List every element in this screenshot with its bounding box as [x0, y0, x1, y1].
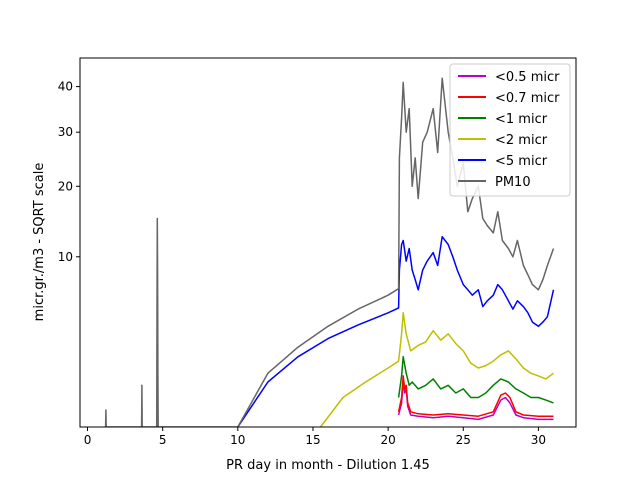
legend-label-4: <5 micr — [495, 154, 548, 169]
y-axis: 10 20 30 40 — [58, 80, 80, 264]
y-tick-label: 20 — [58, 179, 73, 193]
series-line-0 — [397, 381, 554, 421]
series-line-2 — [397, 356, 554, 404]
series-line-5 — [104, 77, 555, 427]
x-tick-label: 5 — [159, 433, 167, 447]
series-layer — [104, 77, 555, 427]
series-line-1 — [397, 375, 554, 417]
legend-label-3: <2 micr — [495, 133, 548, 148]
y-tick-label: 40 — [58, 80, 73, 94]
x-axis: 0 5 10 15 20 25 30 — [84, 427, 546, 447]
legend-label-2: <1 micr — [495, 112, 548, 127]
y-axis-label: micr.gr./m3 - SQRT scale — [32, 163, 47, 322]
series-line-3 — [319, 312, 554, 427]
x-tick-label: 15 — [305, 433, 320, 447]
plot-frame — [79, 57, 577, 428]
legend-label-1: <0.7 micr — [495, 91, 560, 106]
x-tick-label: 20 — [380, 433, 395, 447]
legend-label-5: PM10 — [495, 175, 531, 190]
y-tick-label: 10 — [58, 250, 73, 264]
x-axis-label: PR day in month - Dilution 1.45 — [226, 458, 430, 473]
y-tick-label: 30 — [58, 125, 73, 139]
x-tick-label: 0 — [84, 433, 92, 447]
x-tick-label: 25 — [456, 433, 471, 447]
x-tick-label: 10 — [230, 433, 245, 447]
legend-label-0: <0.5 micr — [495, 70, 560, 85]
legend: <0.5 micr <0.7 micr <1 micr <2 micr <5 micr P… — [449, 63, 571, 197]
x-tick-label: 30 — [531, 433, 546, 447]
